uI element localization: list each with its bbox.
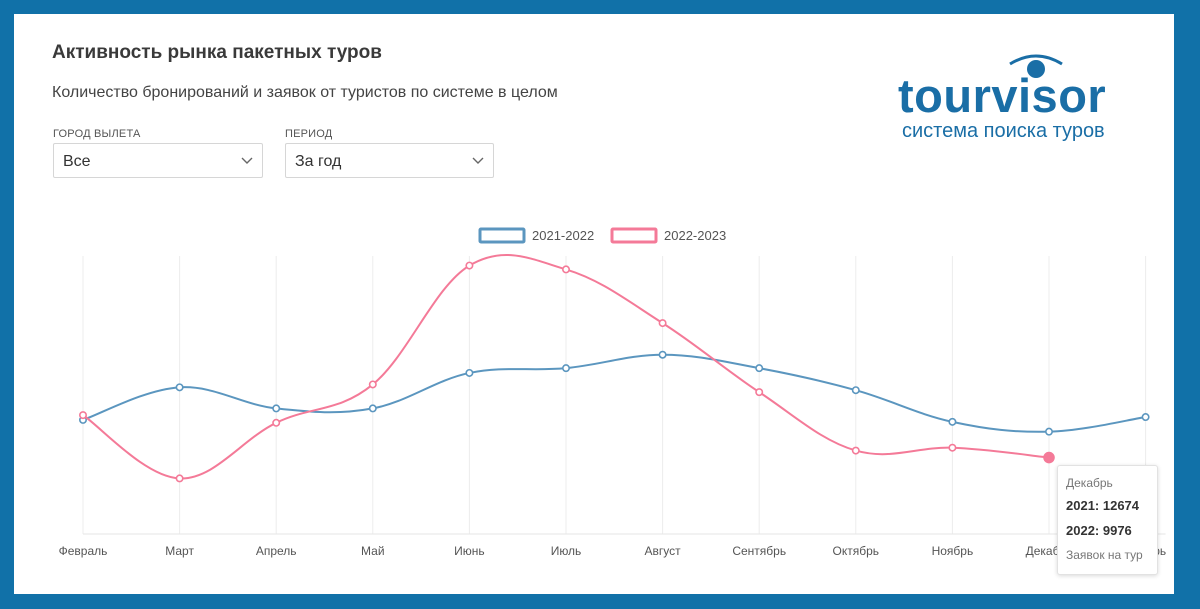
data-point[interactable] <box>561 364 570 373</box>
x-tick-label: Июль <box>551 544 582 558</box>
x-tick-label: Май <box>361 544 385 558</box>
data-point[interactable] <box>368 380 377 389</box>
data-point[interactable] <box>79 411 88 420</box>
chevron-down-icon <box>472 157 484 164</box>
page-title: Активность рынка пакетных туров <box>52 42 382 63</box>
x-tick-label: Сентябрь <box>732 544 786 558</box>
data-point[interactable] <box>755 388 764 397</box>
data-point[interactable] <box>658 319 667 328</box>
data-point[interactable] <box>658 350 667 359</box>
legend-swatch[interactable] <box>610 227 658 244</box>
data-point[interactable] <box>1141 413 1150 422</box>
series-line-2021-2022 <box>82 353 1146 433</box>
chart-tooltip: Декабрь 2021: 12674 2022: 9976 Заявок на… <box>1057 465 1158 575</box>
data-point[interactable] <box>272 404 281 413</box>
x-tick-label: Август <box>645 544 682 558</box>
tooltip-footer: Заявок на тур <box>1066 548 1143 562</box>
logo-tagline: система поиска туров <box>902 120 1105 142</box>
chart-card: Активность рынка пакетных туров Количест… <box>14 14 1174 594</box>
data-point[interactable] <box>755 364 764 373</box>
city-select[interactable]: Все <box>53 143 263 178</box>
city-select-value: Все <box>63 153 91 170</box>
x-tick-label: Март <box>165 544 194 558</box>
tooltip-line-2021: 2021: 12674 <box>1066 498 1140 513</box>
x-tick-label: Февраль <box>59 544 108 558</box>
line-chart: Февраль Март Апрель Май Июнь Июль Август Сентяб… <box>59 227 1166 558</box>
x-tick-label: Ноябрь <box>932 544 974 558</box>
data-point[interactable] <box>1045 427 1054 436</box>
eye-logo-icon <box>1009 54 1063 78</box>
data-point[interactable] <box>465 261 474 270</box>
data-point[interactable] <box>851 446 860 455</box>
city-filter-label: ГОРОД ВЫЛЕТА <box>53 128 141 140</box>
chevron-down-icon <box>241 157 253 164</box>
data-point[interactable] <box>175 383 184 392</box>
data-point[interactable] <box>272 418 281 427</box>
data-point[interactable] <box>368 404 377 413</box>
page-subtitle: Количество бронирований и заявок от тури… <box>52 84 558 101</box>
x-tick-label: Июнь <box>454 544 485 558</box>
legend-label[interactable]: 2022-2023 <box>664 228 726 243</box>
data-point[interactable] <box>175 474 184 483</box>
tooltip-line-2022: 2022: 9976 <box>1066 523 1132 538</box>
period-select[interactable]: За год <box>285 143 494 178</box>
x-tick-label: Апрель <box>256 544 297 558</box>
legend-swatch[interactable] <box>478 227 526 244</box>
data-point[interactable] <box>561 265 570 274</box>
tooltip-title: Декабрь <box>1066 476 1113 490</box>
period-select-value: За год <box>295 153 342 170</box>
legend-label[interactable]: 2021-2022 <box>532 228 594 243</box>
data-point[interactable] <box>1043 451 1055 464</box>
series-line-2022-2023 <box>82 253 1050 480</box>
x-tick-label: Октябрь <box>833 544 880 558</box>
data-point[interactable] <box>465 368 474 377</box>
data-point[interactable] <box>948 443 957 452</box>
data-point[interactable] <box>948 417 957 426</box>
tourvisor-logo: tourvisor система поиска туров <box>894 52 1154 147</box>
period-filter-label: ПЕРИОД <box>285 128 333 140</box>
data-point[interactable] <box>851 386 860 395</box>
logo-wordmark: tourvisor <box>898 69 1107 122</box>
